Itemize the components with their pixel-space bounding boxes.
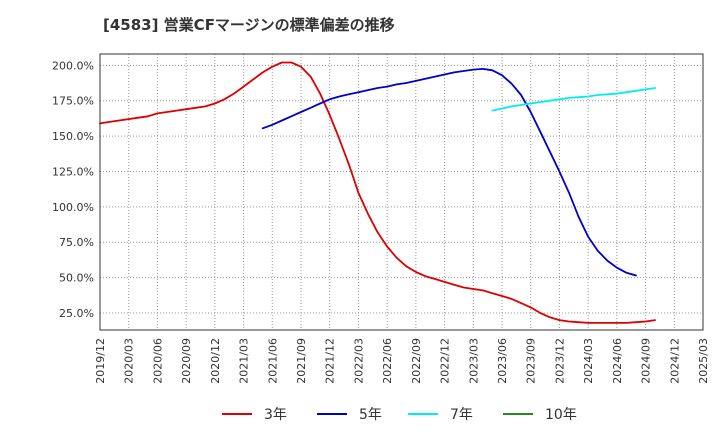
legend: 3年 5年 7年 10年 (222, 407, 577, 423)
y-axis-ticks: 25.0% 50.0% 75.0% 100.0% 125.0% 150.0% 175.0% 2… (52, 59, 94, 320)
x-tick-label: 2022/06 (381, 338, 394, 384)
y-tick-label: 125.0% (52, 165, 94, 178)
x-tick-label: 2022/03 (352, 338, 365, 384)
series-line-0 (99, 61, 656, 324)
x-tick-label: 2024/03 (582, 338, 595, 384)
legend-label: 5年 (359, 407, 382, 423)
legend-label: 3年 (264, 407, 287, 423)
x-tick-label: 2023/06 (496, 338, 509, 384)
series-lines (99, 61, 656, 324)
y-tick-label: 50.0% (59, 272, 94, 285)
legend-label: 7年 (450, 407, 473, 423)
y-tick-label: 100.0% (52, 201, 94, 214)
legend-label: 10年 (545, 407, 577, 423)
x-tick-label: 2024/09 (640, 338, 653, 384)
series-line-1 (261, 68, 637, 277)
x-tick-label: 2021/12 (324, 338, 337, 384)
x-tick-label: 2023/03 (467, 338, 480, 384)
x-tick-label: 2024/12 (668, 338, 681, 384)
x-tick-label: 2020/06 (151, 338, 164, 384)
y-tick-label: 150.0% (52, 130, 94, 143)
x-tick-label: 2022/09 (410, 338, 423, 384)
x-tick-label: 2020/03 (123, 338, 136, 384)
y-tick-label: 25.0% (59, 307, 94, 320)
x-tick-label: 2020/12 (209, 338, 222, 384)
plot-background (100, 54, 703, 330)
x-tick-label: 2020/09 (180, 338, 193, 384)
x-tick-label: 2023/12 (553, 338, 566, 384)
x-tick-label: 2021/09 (295, 338, 308, 384)
x-tick-label: 2021/06 (266, 338, 279, 384)
x-tick-label: 2023/09 (525, 338, 538, 384)
x-tick-label: 2021/03 (238, 338, 251, 384)
plot-border (99, 53, 704, 331)
x-tick-label: 2022/12 (439, 338, 452, 384)
x-tick-label: 2025/03 (697, 338, 710, 384)
x-tick-label: 2024/06 (611, 338, 624, 384)
y-tick-label: 75.0% (59, 236, 94, 249)
series-line-2 (491, 87, 656, 112)
x-tick-label: 2019/12 (94, 338, 107, 384)
chart-title: [4583] 営業CFマージンの標準偏差の推移 (103, 16, 395, 34)
x-axis-ticks: 2019/12 2020/03 2020/06 2020/09 2020/12 2021/… (94, 338, 710, 384)
y-tick-label: 200.0% (52, 59, 94, 72)
y-tick-label: 175.0% (52, 95, 94, 108)
